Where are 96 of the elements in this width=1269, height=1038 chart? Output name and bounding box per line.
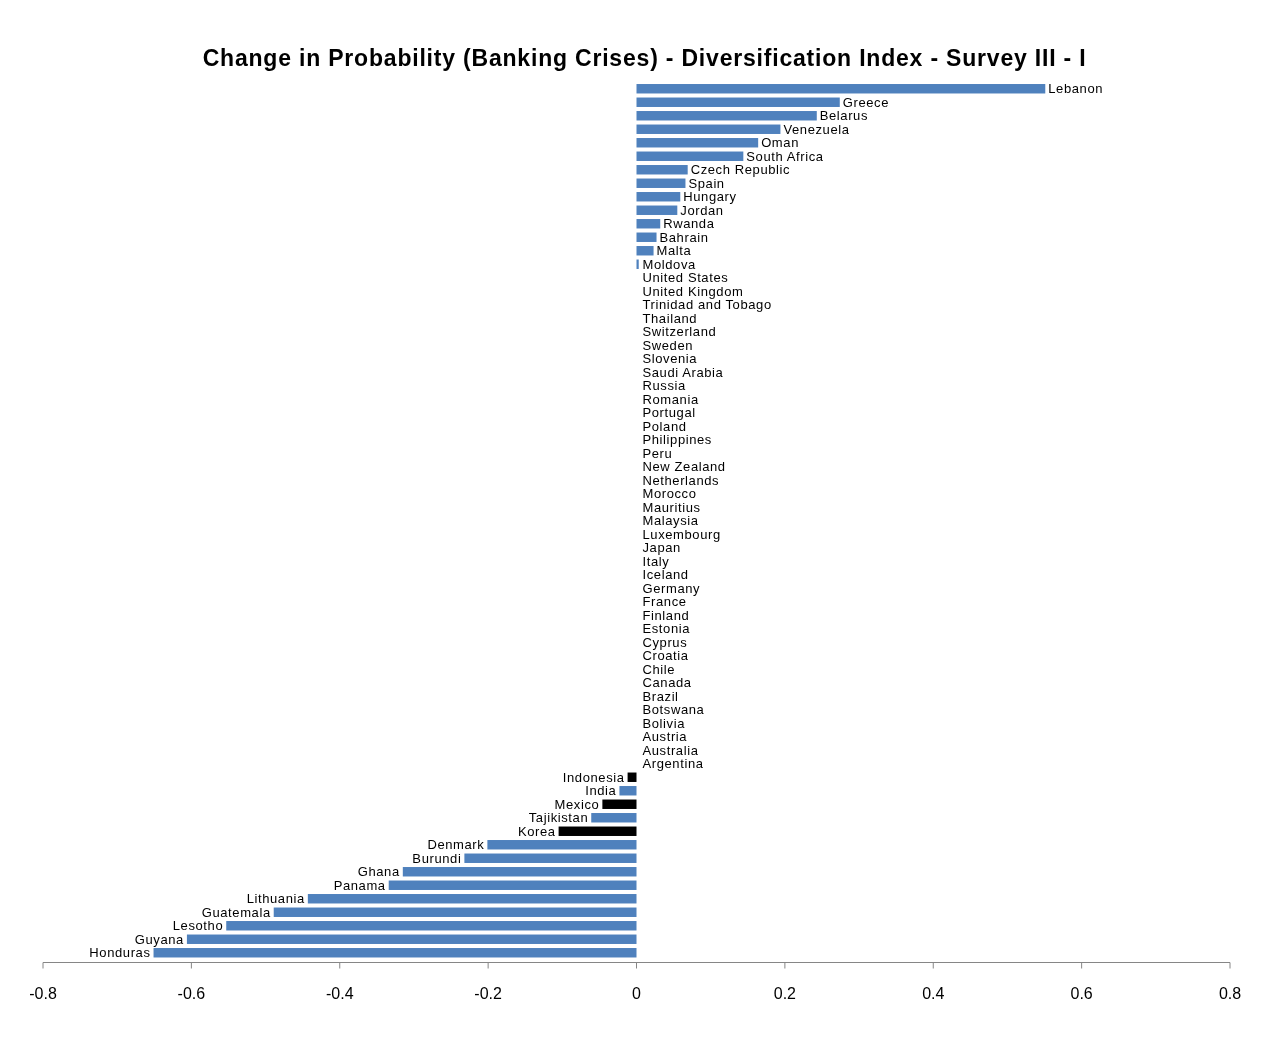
y-tick-label: Brazil <box>642 688 679 704</box>
y-tick-label: United States <box>642 270 729 286</box>
y-tick-label: Burundi <box>412 850 462 866</box>
y-tick-label: Argentina <box>642 756 704 772</box>
x-tick-label: 0.8 <box>1218 984 1242 1002</box>
bar <box>636 84 1046 94</box>
bar <box>636 151 744 161</box>
y-tick-label: Rwanda <box>663 216 715 232</box>
y-tick-label: Panama <box>333 877 386 893</box>
bar <box>627 772 637 782</box>
x-tick-label: 0.4 <box>922 984 945 1002</box>
y-tick-label: Germany <box>642 580 701 596</box>
y-tick-label: Oman <box>761 135 799 151</box>
bar <box>273 907 637 917</box>
x-tick-label: 0.2 <box>773 984 797 1002</box>
y-tick-label: Slovenia <box>642 351 698 367</box>
y-tick-label: Iceland <box>642 567 689 583</box>
y-tick-label: Greece <box>842 94 890 110</box>
bar <box>636 165 688 175</box>
y-tick-label: Spain <box>688 175 725 191</box>
y-tick-label: Portugal <box>642 405 696 421</box>
y-tick-label: Cyprus <box>642 634 688 650</box>
bar <box>487 840 637 850</box>
y-tick-label: Malaysia <box>642 513 699 529</box>
y-tick-label: France <box>642 594 687 610</box>
bar <box>619 786 637 796</box>
x-tick-label: -0.6 <box>177 984 206 1002</box>
y-tick-label: Moldova <box>642 256 697 272</box>
y-tick-label: Philippines <box>642 432 712 448</box>
y-tick-label: South Africa <box>746 148 824 164</box>
bar <box>636 138 759 148</box>
y-tick-label: India <box>585 783 617 799</box>
x-tick-label: 0 <box>632 984 642 1002</box>
chart-title: Change in Probability (Banking Crises) - Diversification Index - Survey III - I <box>202 45 1087 71</box>
y-tick-label: Guatemala <box>201 904 271 920</box>
bar <box>402 867 637 877</box>
y-tick-label: Canada <box>642 675 692 691</box>
y-tick-label: Botswana <box>642 702 705 718</box>
y-tick-label: Venezuela <box>783 121 850 137</box>
y-tick-label: Bolivia <box>642 715 686 731</box>
y-tick-label: Romania <box>642 391 699 407</box>
y-tick-label: Denmark <box>427 837 485 853</box>
y-tick-label: Russia <box>642 378 687 394</box>
bar <box>636 232 657 242</box>
x-tick-label: -0.4 <box>325 984 354 1002</box>
bar <box>558 826 637 836</box>
y-tick-label: Tajikistan <box>528 810 589 826</box>
bar <box>636 246 654 256</box>
bar <box>591 813 637 823</box>
y-tick-label: Croatia <box>642 648 689 664</box>
y-tick-label: Malta <box>656 243 692 259</box>
y-tick-label: Lithuania <box>246 891 306 907</box>
y-tick-label: Belarus <box>819 108 869 124</box>
bar <box>636 111 817 121</box>
y-tick-label: Estonia <box>642 621 691 637</box>
y-tick-label: Thailand <box>642 310 698 326</box>
y-tick-label: Honduras <box>89 945 151 961</box>
y-tick-label: Mauritius <box>642 499 701 515</box>
bar <box>636 192 681 202</box>
y-tick-label: Ghana <box>357 864 400 880</box>
y-tick-label: New Zealand <box>642 459 726 475</box>
y-tick-label: Trinidad and Tobago <box>642 297 772 313</box>
x-tick-label: -0.8 <box>29 984 57 1002</box>
bar <box>186 934 637 944</box>
bar <box>388 880 637 890</box>
bar <box>307 894 637 904</box>
y-tick-label: Indonesia <box>562 769 625 785</box>
y-tick-label: Lebanon <box>1048 81 1104 97</box>
bar <box>636 219 661 229</box>
y-tick-label: Mexico <box>554 796 600 812</box>
bar <box>636 178 686 188</box>
x-tick-label: 0.6 <box>1070 984 1093 1002</box>
y-tick-label: Netherlands <box>642 472 720 488</box>
y-tick-label: Lesotho <box>172 918 224 934</box>
y-tick-label: Bahrain <box>659 229 709 245</box>
y-tick-label: Saudi Arabia <box>642 364 724 380</box>
bar <box>226 921 637 931</box>
bar <box>602 799 637 809</box>
y-tick-label: Guyana <box>134 931 185 947</box>
bar <box>636 124 781 134</box>
y-tick-label: Japan <box>642 540 681 556</box>
x-tick-label: -0.2 <box>474 984 503 1002</box>
bar <box>636 205 678 215</box>
bar <box>636 97 840 107</box>
y-tick-label: Finland <box>642 607 690 623</box>
y-tick-label: Sweden <box>642 337 694 353</box>
y-tick-label: Morocco <box>642 486 697 502</box>
y-tick-label: United Kingdom <box>642 283 744 299</box>
bar <box>464 853 637 863</box>
y-tick-label: Chile <box>642 661 676 677</box>
bar <box>153 948 637 958</box>
y-tick-label: Switzerland <box>642 324 717 340</box>
y-tick-label: Peru <box>642 445 673 461</box>
y-tick-label: Czech Republic <box>690 162 791 178</box>
y-tick-label: Austria <box>642 729 688 745</box>
y-tick-label: Australia <box>642 742 699 758</box>
